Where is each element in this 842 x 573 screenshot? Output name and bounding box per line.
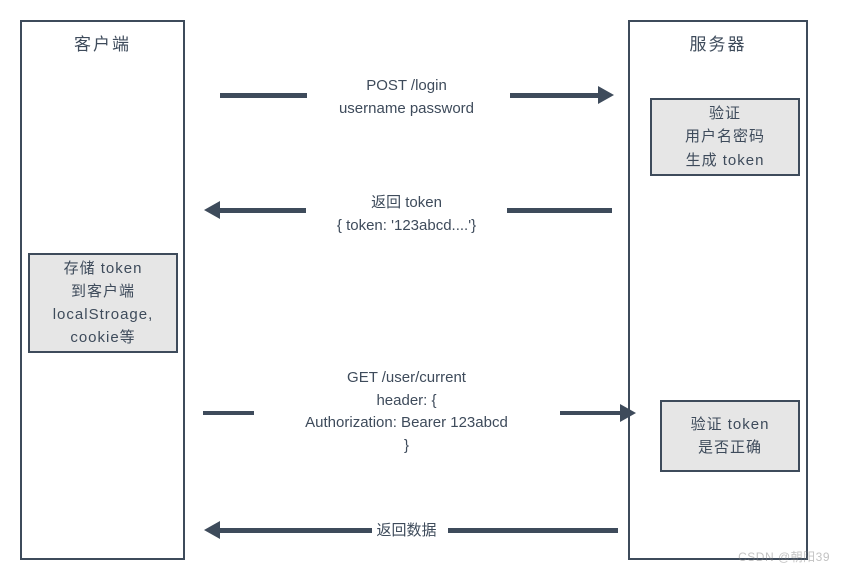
arrow-1-seg-a	[220, 93, 307, 98]
box-line: localStroage,	[30, 303, 176, 326]
message-return-token: 返回 token { token: '123abcd....'}	[185, 192, 628, 237]
arrow-2-seg-b	[507, 208, 612, 213]
arrow-3-head	[620, 404, 636, 422]
server-verify-token-box: 验证 token 是否正确	[660, 400, 800, 472]
arrow-1-head	[598, 86, 614, 104]
box-line: 生成 token	[652, 149, 798, 172]
server-title: 服务器	[630, 30, 806, 55]
arrow-3-seg-a	[203, 411, 254, 415]
box-line: 到客户端	[30, 280, 176, 303]
client-title: 客户端	[22, 30, 183, 55]
arrow-4-seg-b	[448, 528, 618, 533]
client-store-token-box: 存储 token 到客户端 localStroage, cookie等	[28, 253, 178, 353]
box-line: 存储 token	[30, 257, 176, 280]
box-line: 验证	[652, 102, 798, 125]
box-line: 用户名密码	[652, 125, 798, 148]
arrow-3-seg-b	[560, 411, 622, 415]
box-line: cookie等	[30, 326, 176, 349]
arrow-1-seg-b	[510, 93, 600, 98]
box-line: 验证 token	[662, 413, 798, 436]
arrow-4-seg-a	[218, 528, 372, 533]
watermark: CSDN @朝阳39	[738, 548, 830, 565]
server-verify-login-box: 验证 用户名密码 生成 token	[650, 98, 800, 176]
arrow-2-seg-a	[218, 208, 306, 213]
box-line: 是否正确	[662, 436, 798, 459]
